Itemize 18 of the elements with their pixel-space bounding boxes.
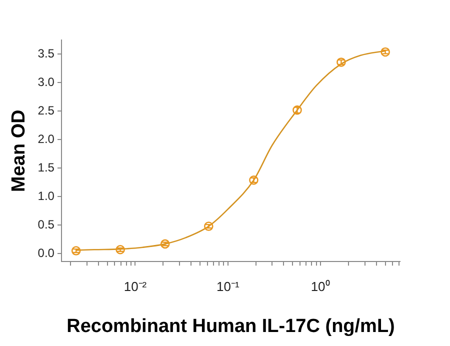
- y-tick-label: 3.0: [38, 75, 55, 90]
- point: [160, 239, 170, 249]
- x-tick-label: 10⁰: [310, 278, 330, 294]
- x-axis-title: Recombinant Human IL-17C (ng/mL): [66, 316, 395, 337]
- y-tick-label: 1.5: [38, 160, 55, 174]
- y-tick-label: 2.0: [38, 132, 55, 146]
- y-tick-label: 1.0: [38, 188, 55, 203]
- point: [116, 244, 125, 254]
- x-tick-label: 10⁻²: [124, 278, 148, 294]
- y-tick-label: 0.5: [38, 217, 55, 232]
- y-tick-label: 0.0: [38, 246, 55, 260]
- point: [380, 47, 390, 57]
- y-tick-label: 2.5: [38, 104, 55, 118]
- point: [204, 222, 214, 231]
- point: [71, 246, 81, 256]
- y-tick-label: 3.5: [38, 46, 55, 61]
- y-axis-title: Mean OD: [8, 110, 30, 192]
- x-tick-label: 10⁻¹: [216, 278, 240, 294]
